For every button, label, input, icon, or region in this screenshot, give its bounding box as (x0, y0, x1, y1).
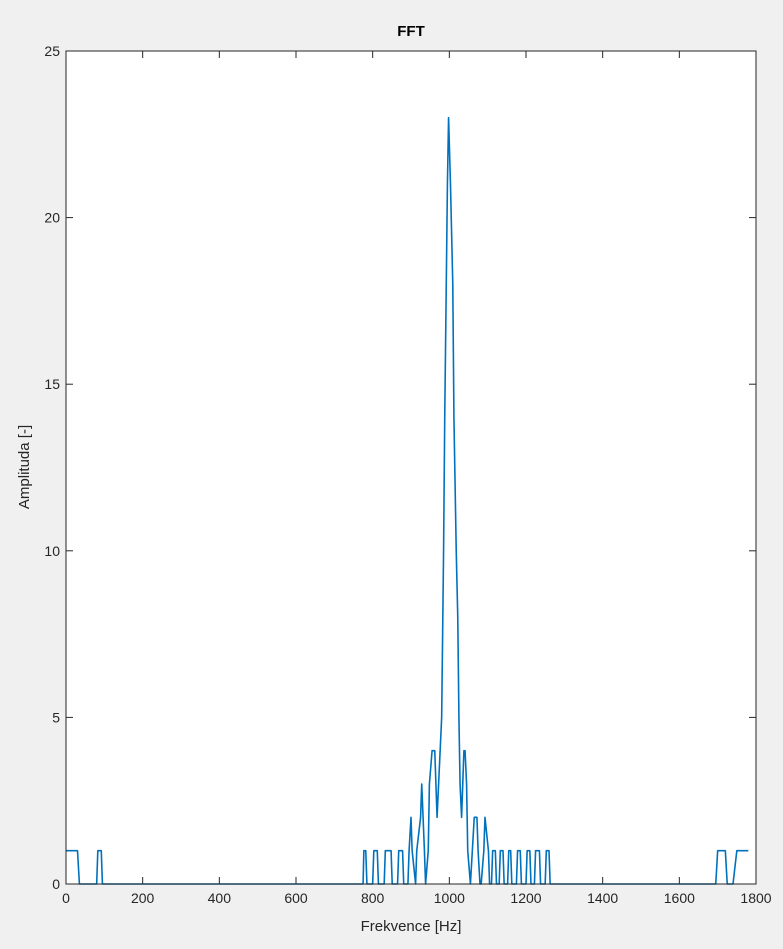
y-tick-label: 20 (44, 210, 60, 226)
y-tick-label: 10 (44, 543, 60, 559)
x-tick-label: 1400 (587, 890, 618, 906)
x-axis-label: Frekvence [Hz] (361, 918, 462, 935)
chart-title: FFT (397, 23, 425, 40)
x-tick-label: 1000 (434, 890, 465, 906)
x-tick-label: 1800 (740, 890, 771, 906)
x-tick-label: 800 (361, 890, 385, 906)
series-group (66, 116, 749, 885)
x-tick-label: 400 (208, 890, 232, 906)
plot-area (66, 51, 756, 884)
y-tick-label: 0 (52, 876, 60, 892)
x-tick-label: 1200 (510, 890, 541, 906)
x-tick-label: 600 (284, 890, 308, 906)
y-axis-label: Amplituda [-] (16, 425, 33, 509)
series-line-0 (66, 116, 749, 885)
x-tick-label: 200 (131, 890, 155, 906)
x-tick-label: 0 (62, 890, 70, 906)
x-tick-label: 1600 (664, 890, 695, 906)
y-tick-label: 15 (44, 376, 60, 392)
plot-frame (65, 50, 757, 885)
y-tick-label: 25 (44, 43, 60, 59)
y-tick-label: 5 (52, 709, 60, 725)
tick-labels: 0 200 400 600 800 1000 1200 1400 1600 1800 0 5 10 15 2… (44, 43, 771, 906)
